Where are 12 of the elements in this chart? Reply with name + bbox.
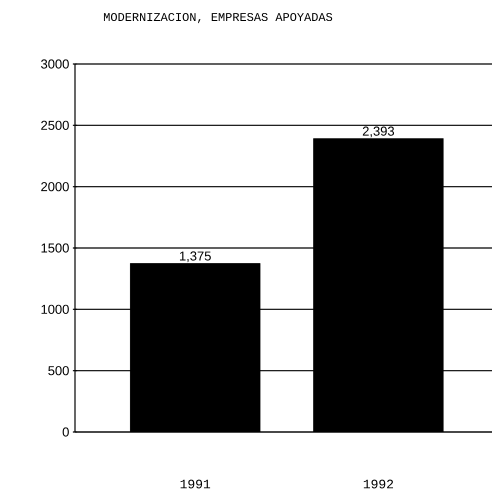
y-tick-label: 3000 xyxy=(41,59,70,69)
x-tick-label: 1992 xyxy=(364,480,394,488)
y-tick-label: 0 xyxy=(62,427,70,437)
y-tick-label: 1000 xyxy=(42,304,70,314)
y-tick-label: 2000 xyxy=(41,182,70,192)
y-tick-label: 1500 xyxy=(42,243,70,253)
x-tick-label: 1991 xyxy=(180,480,210,488)
chart-title: MODERNIZACION, EMPRESAS APOYADAS xyxy=(104,12,332,24)
y-tick-label: 500 xyxy=(48,366,70,376)
data-label: 1,375 xyxy=(180,251,212,262)
data-label: 2,393 xyxy=(363,126,394,138)
y-tick-label: 2500 xyxy=(41,120,70,130)
